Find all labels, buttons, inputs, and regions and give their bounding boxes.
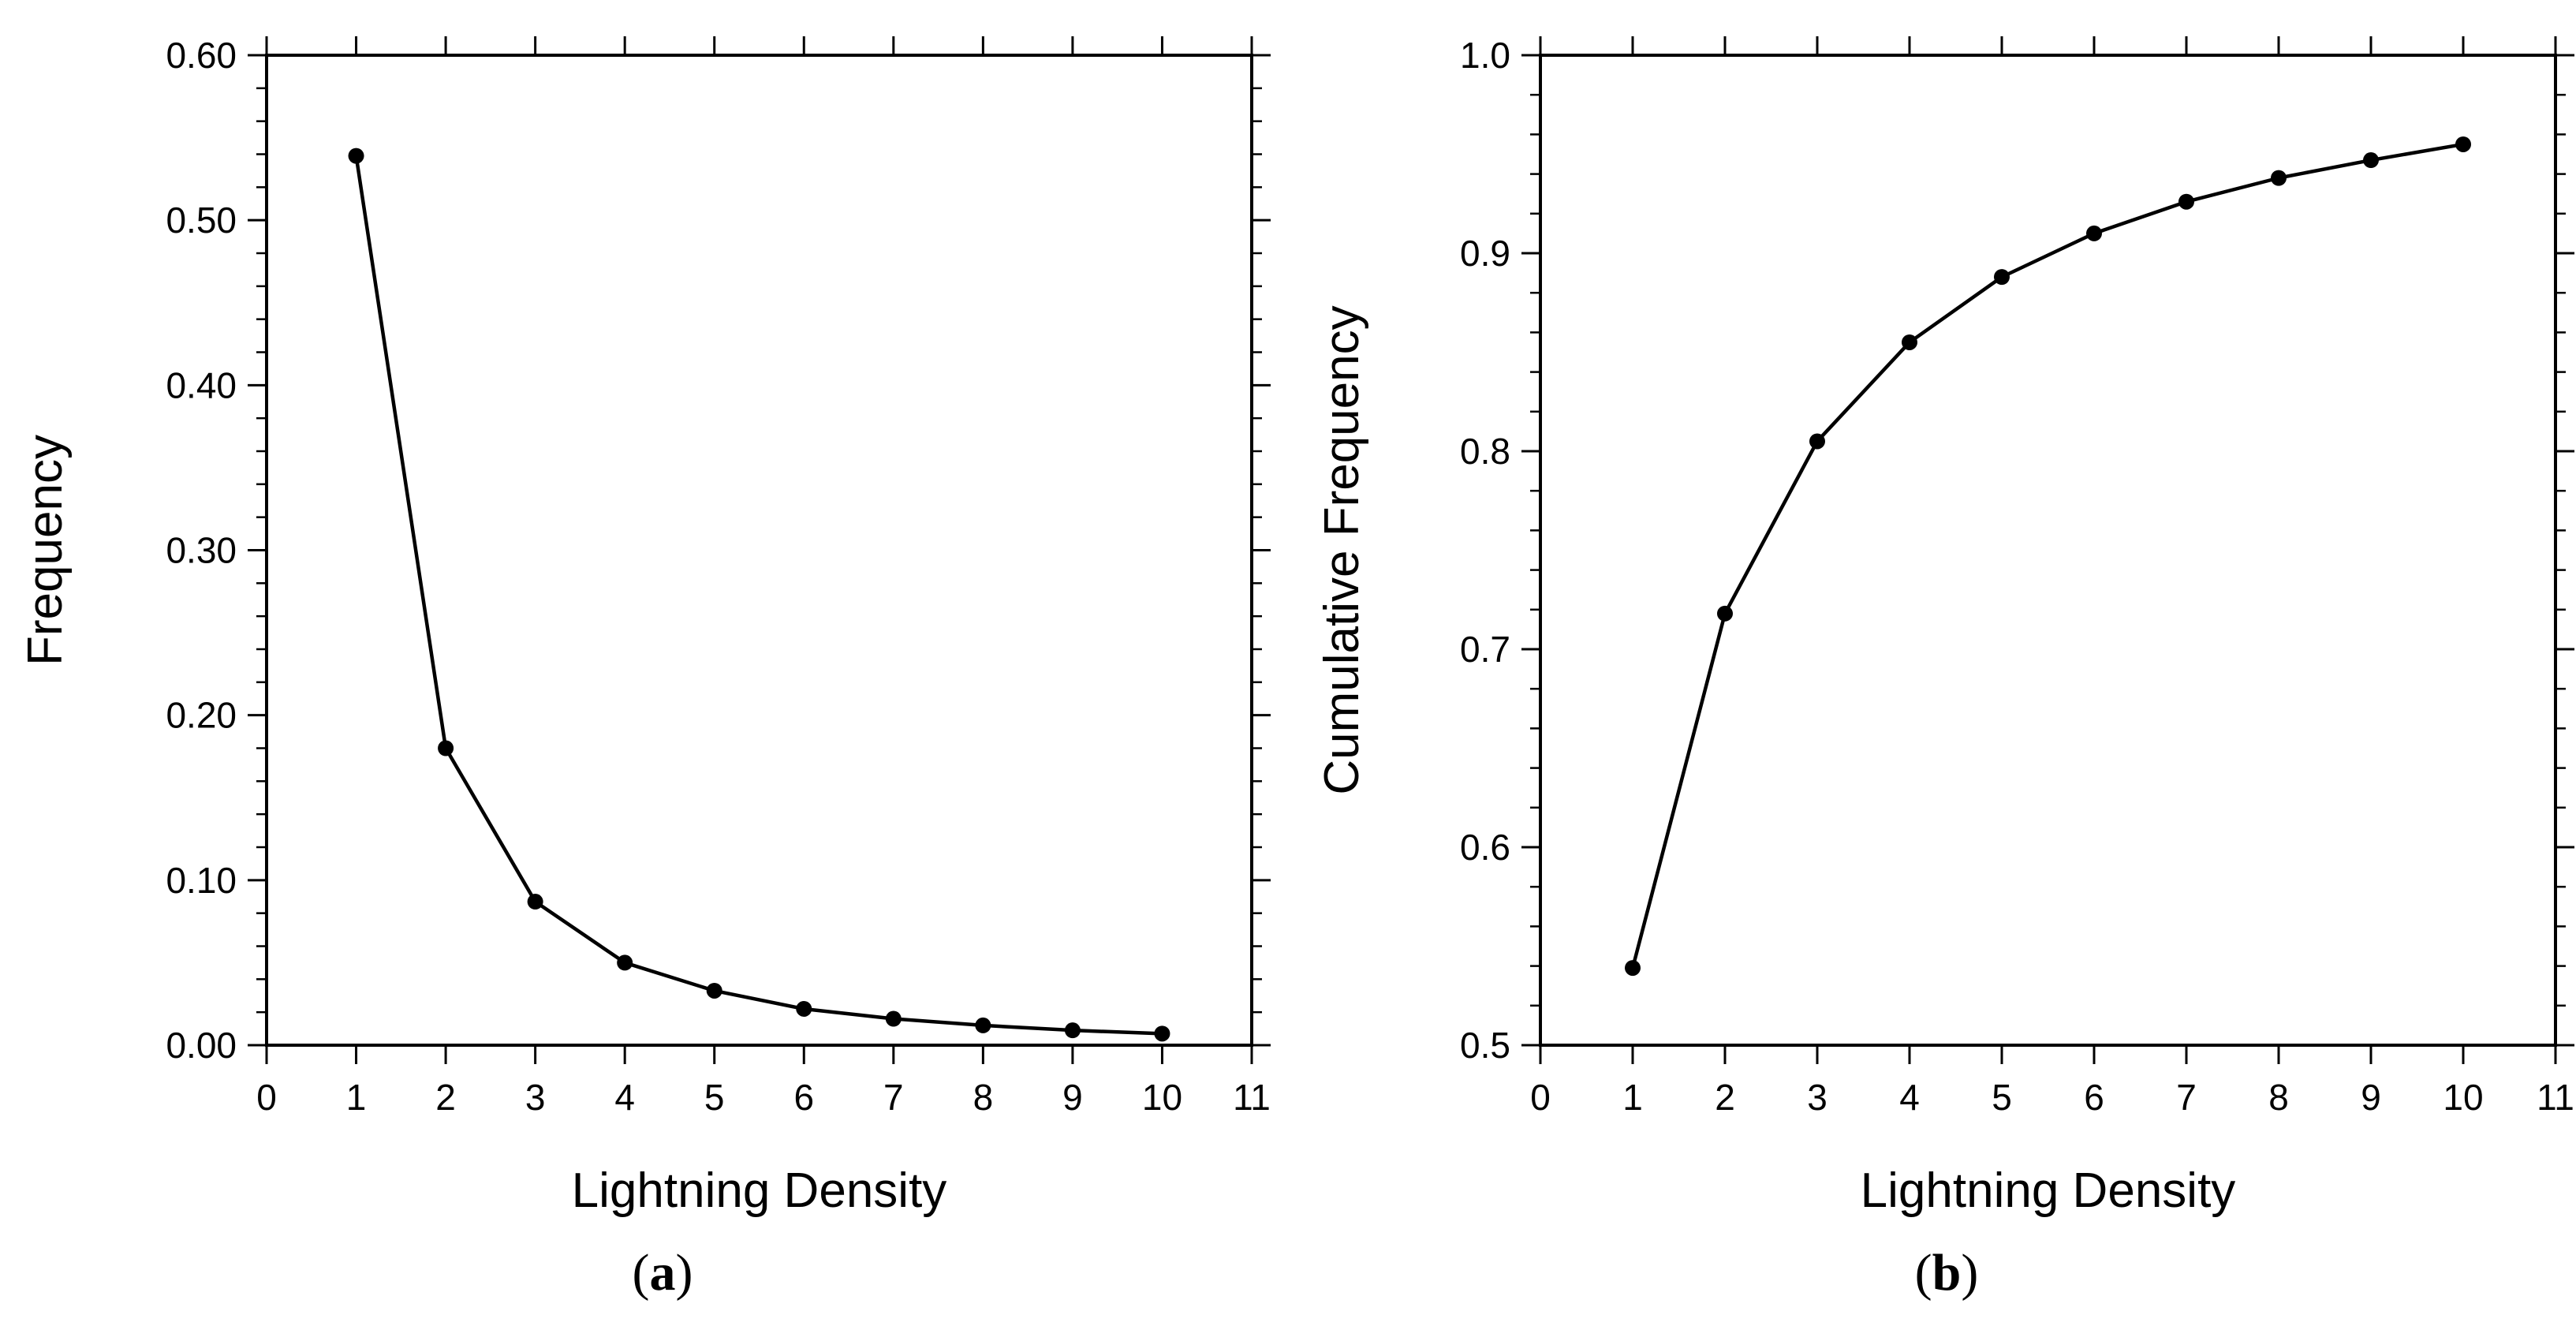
x-tick-label: 2 — [1715, 1077, 1735, 1118]
data-point — [1625, 960, 1641, 977]
y-tick-label: 1.0 — [1460, 35, 1510, 76]
data-point — [2086, 225, 2102, 241]
y-tick-label: 0.5 — [1460, 1025, 1510, 1066]
x-tick-label: 11 — [2537, 1077, 2574, 1118]
x-tick-label: 8 — [2268, 1077, 2289, 1118]
data-point — [706, 982, 722, 999]
data-point — [2271, 170, 2287, 186]
y-tick-label: 0.60 — [166, 35, 237, 76]
x-tick-label: 4 — [1899, 1077, 1920, 1118]
y-tick-label: 0.30 — [166, 530, 237, 571]
y-axis-title: Cumulative Frequency — [1315, 305, 1369, 794]
data-point — [1064, 1022, 1081, 1039]
y-tick-label: 0.6 — [1460, 827, 1510, 868]
x-tick-label: 10 — [2443, 1077, 2483, 1118]
y-tick-label: 0.40 — [166, 364, 237, 405]
data-point — [1809, 433, 1825, 450]
y-tick-label: 0.10 — [166, 860, 237, 901]
data-point — [348, 148, 364, 164]
data-point — [1902, 334, 1917, 350]
data-point — [1994, 269, 2010, 286]
x-tick-label: 3 — [1807, 1077, 1827, 1118]
y-tick-label: 0.9 — [1460, 233, 1510, 274]
x-tick-label: 9 — [1062, 1077, 1083, 1118]
y-tick-label: 0.8 — [1460, 431, 1510, 472]
x-tick-label: 10 — [1142, 1077, 1182, 1118]
x-tick-label: 6 — [793, 1077, 814, 1118]
data-point — [1717, 605, 1733, 622]
x-tick-label: 3 — [525, 1077, 546, 1118]
x-axis-title: Lightning Density — [572, 1164, 947, 1218]
x-tick-label: 9 — [2361, 1077, 2381, 1118]
x-tick-label: 4 — [614, 1077, 635, 1118]
x-tick-label: 7 — [883, 1077, 904, 1118]
data-point — [975, 1017, 991, 1033]
data-point — [885, 1010, 902, 1027]
panel-a: 0 1 2 3 4 5 6 7 8 9 10 11 0.00 0.10 0.20 0.30 0.40 0.50 0.… — [18, 35, 1271, 1302]
data-point — [438, 740, 454, 756]
x-tick-label: 7 — [2176, 1077, 2197, 1118]
y-axis-title: Frequency — [18, 435, 73, 666]
x-tick-label: 6 — [2084, 1077, 2104, 1118]
panel-b: 0 1 2 3 4 5 6 7 8 9 10 11 0.5 0.6 0.7 0.8 0.9 1.0 Lightnin… — [1315, 35, 2574, 1302]
y-tick-label: 0.50 — [166, 200, 237, 241]
x-tick-label: 8 — [973, 1077, 994, 1118]
series-line — [1630, 142, 2464, 969]
panel-label: (a) — [633, 1244, 693, 1302]
series-line — [354, 155, 1163, 1036]
y-tick-label: 0.7 — [1460, 629, 1510, 670]
x-tick-label: 5 — [704, 1077, 725, 1118]
x-axis-title: Lightning Density — [1861, 1164, 2236, 1218]
data-point — [2363, 152, 2379, 169]
x-tick-label: 1 — [1622, 1077, 1643, 1118]
x-tick-label: 0 — [256, 1077, 277, 1118]
x-tick-label: 0 — [1530, 1077, 1551, 1118]
data-point — [2455, 136, 2471, 152]
y-tick-label: 0.00 — [166, 1025, 237, 1066]
data-point — [796, 1000, 812, 1017]
y-tick-label: 0.20 — [166, 695, 237, 736]
data-point — [2178, 193, 2194, 210]
x-tick-label: 2 — [435, 1077, 456, 1118]
x-tick-label: 5 — [1992, 1077, 2012, 1118]
x-tick-label: 1 — [346, 1077, 367, 1118]
panel-label: (b) — [1915, 1244, 1979, 1302]
data-point — [617, 954, 633, 971]
plot-frame — [1539, 54, 2557, 1047]
x-tick-label: 11 — [1233, 1077, 1271, 1118]
data-point — [527, 894, 543, 910]
data-point — [1154, 1025, 1170, 1042]
